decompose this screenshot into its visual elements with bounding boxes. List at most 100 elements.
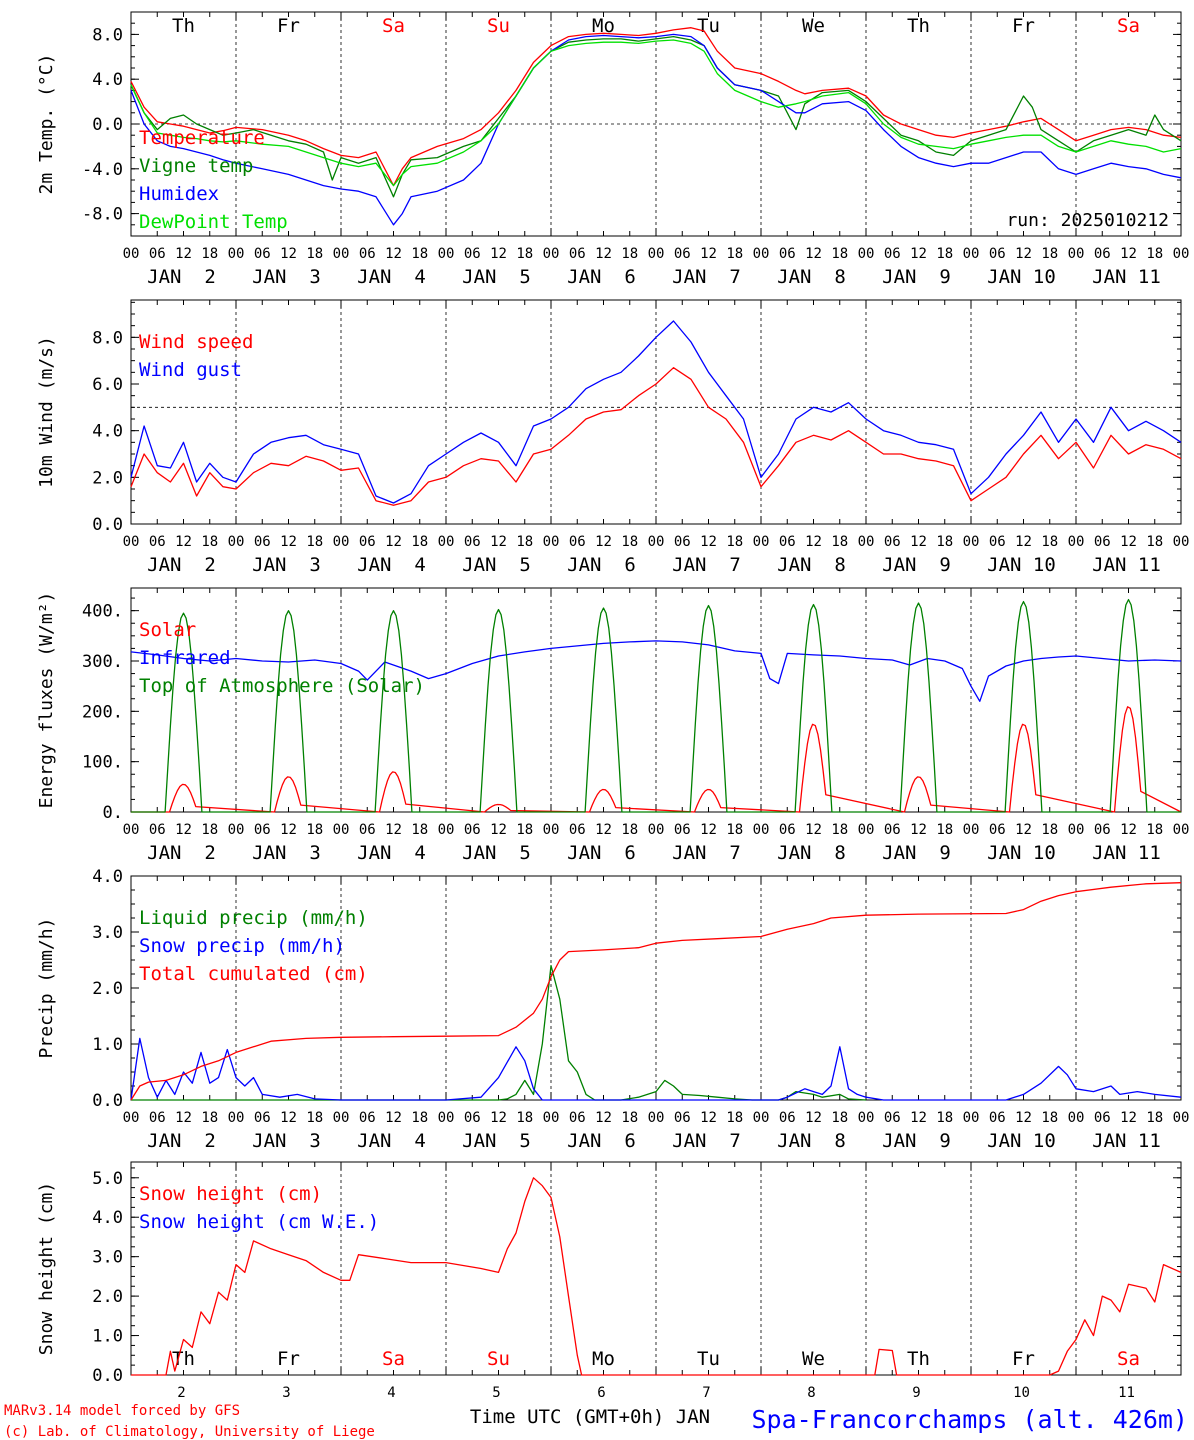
x-hour-label: 06: [674, 822, 691, 838]
x-hour-label: 06: [779, 246, 796, 262]
weekday-label: Sa: [1117, 1348, 1140, 1370]
x-hour-label: 00: [963, 534, 980, 550]
x-hour-label: 00: [648, 1110, 665, 1126]
y-tick-label: 3.0: [92, 923, 123, 943]
x-hour-label: 18: [1041, 822, 1058, 838]
x-hour-label: 00: [228, 246, 245, 262]
x-hour-label: 18: [726, 534, 743, 550]
y-axis-label: 2m Temp. (°C): [36, 54, 57, 195]
legend-entry: Liquid precip (mm/h): [139, 907, 368, 929]
legend-entry: Wind speed: [139, 331, 253, 353]
series-line-snow: [131, 1177, 1182, 1376]
x-day-label: JAN 2: [147, 842, 216, 864]
x-day-label: JAN 11: [1092, 554, 1161, 576]
x-hour-label: 18: [411, 822, 428, 838]
x-hour-label: 00: [438, 1110, 455, 1126]
x-hour-label: 06: [464, 822, 481, 838]
weekday-label: Fr: [277, 15, 300, 37]
x-hour-label: 12: [385, 822, 402, 838]
x-hour-label: 12: [805, 534, 822, 550]
x-day-label: JAN 3: [252, 554, 321, 576]
legend-entry: Vigne temp: [139, 155, 253, 177]
x-hour-label: 18: [621, 822, 638, 838]
x-hour-label: 06: [884, 1110, 901, 1126]
x-hour-label: 06: [359, 246, 376, 262]
x-hour-label: 12: [1015, 246, 1032, 262]
x-day-label: JAN 7: [672, 266, 741, 288]
x-hour-label: 00: [123, 1110, 140, 1126]
x-hour-label: 18: [516, 246, 533, 262]
x-hour-label: 12: [1015, 1110, 1032, 1126]
y-tick-label: 4.0: [92, 1208, 123, 1228]
x-hour-label: 12: [175, 246, 192, 262]
x-day-number: 4: [387, 1385, 395, 1401]
y-tick-label: 8.0: [92, 25, 123, 45]
x-hour-label: 00: [1068, 246, 1085, 262]
x-hour-label: 00: [333, 822, 350, 838]
series-line-temperature: [130, 33, 1182, 226]
x-day-label: JAN 8: [777, 842, 846, 864]
x-hour-label: 12: [175, 534, 192, 550]
x-day-label: JAN 3: [252, 1130, 321, 1152]
y-tick-label: 8.0: [92, 328, 123, 348]
x-hour-label: 12: [490, 246, 507, 262]
weekday-label: Fr: [1012, 1348, 1035, 1370]
y-tick-label: -8.0: [82, 205, 123, 225]
x-day-label: JAN 3: [252, 266, 321, 288]
x-hour-label: 18: [1146, 1110, 1163, 1126]
x-hour-label: 12: [490, 822, 507, 838]
x-hour-label: 06: [569, 534, 586, 550]
x-hour-label: 12: [595, 1110, 612, 1126]
weekday-label: Su: [487, 1348, 510, 1370]
x-hour-label: 06: [674, 1110, 691, 1126]
x-hour-label: 00: [1173, 246, 1190, 262]
x-day-label: JAN 9: [882, 1130, 951, 1152]
x-day-label: JAN 2: [147, 1130, 216, 1152]
y-axis-label: 10m Wind (m/s): [36, 336, 57, 488]
x-hour-label: 06: [569, 1110, 586, 1126]
x-hour-label: 12: [280, 246, 297, 262]
x-hour-label: 18: [1041, 1110, 1058, 1126]
x-hour-label: 12: [490, 1110, 507, 1126]
x-day-label: JAN 9: [882, 554, 951, 576]
x-hour-label: 06: [464, 1110, 481, 1126]
x-hour-label: 18: [621, 534, 638, 550]
x-hour-label: 12: [175, 1110, 192, 1126]
x-hour-label: 00: [648, 246, 665, 262]
x-hour-label: 18: [936, 822, 953, 838]
x-hour-label: 00: [228, 1110, 245, 1126]
x-hour-label: 00: [753, 1110, 770, 1126]
x-hour-label: 00: [753, 246, 770, 262]
x-day-label: JAN 11: [1092, 842, 1161, 864]
x-hour-label: 18: [831, 246, 848, 262]
x-day-label: JAN 7: [672, 554, 741, 576]
x-hour-label: 00: [963, 822, 980, 838]
x-hour-label: 12: [595, 822, 612, 838]
x-hour-label: 00: [543, 246, 560, 262]
x-day-label: JAN 3: [252, 842, 321, 864]
x-hour-label: 00: [543, 534, 560, 550]
model-credit: MARv3.14 model forced by GFS: [4, 1403, 240, 1419]
x-day-label: JAN 2: [147, 554, 216, 576]
y-tick-label: 400.: [82, 602, 123, 622]
x-hour-label: 12: [805, 246, 822, 262]
x-day-label: JAN 6: [567, 266, 636, 288]
y-axis-label: Snow height (cm): [36, 1182, 57, 1355]
x-day-label: JAN 4: [357, 266, 426, 288]
weekday-label: Th: [172, 15, 195, 37]
series-line-temperature: [130, 35, 1182, 198]
x-hour-label: 06: [884, 534, 901, 550]
x-day-label: JAN 8: [777, 1130, 846, 1152]
x-hour-label: 00: [123, 822, 140, 838]
y-tick-label: 1.0: [92, 1035, 123, 1055]
weekday-label: Tu: [697, 15, 720, 37]
x-hour-label: 00: [648, 534, 665, 550]
legend-entry: Snow height (cm): [139, 1183, 322, 1205]
x-hour-label: 00: [1068, 822, 1085, 838]
legend-entry: DewPoint Temp: [139, 211, 288, 233]
series-line-wind: [130, 320, 1182, 504]
legend-entry: Top of Atmosphere (Solar): [139, 675, 425, 697]
x-hour-label: 18: [411, 246, 428, 262]
x-hour-label: 06: [989, 534, 1006, 550]
series-line-energy: [131, 598, 1181, 813]
